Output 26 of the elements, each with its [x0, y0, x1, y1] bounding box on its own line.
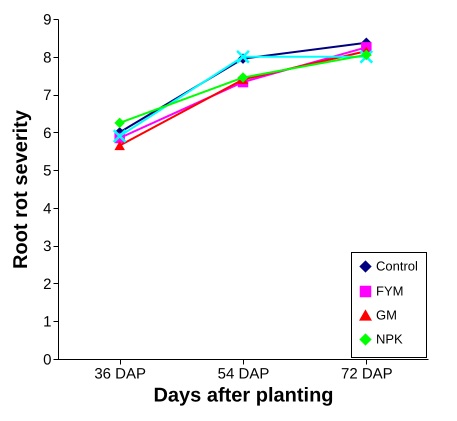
legend-label: FYM — [376, 284, 404, 298]
legend-label: Control — [376, 258, 418, 274]
point — [114, 141, 125, 150]
x-tick-label: 72 DAP — [340, 366, 393, 382]
x-tick-label: 36 DAP — [94, 366, 146, 382]
y-tick-label: 1 — [43, 314, 52, 331]
point — [238, 72, 248, 83]
y-axis-title: Root rot severity — [10, 109, 32, 269]
point — [236, 50, 250, 64]
y-tick-label: 6 — [43, 124, 52, 142]
point — [361, 50, 372, 60]
legend-label: NPK — [376, 332, 404, 346]
y-tick-label: 4 — [43, 200, 52, 218]
y-tick-label: 5 — [43, 162, 52, 180]
point — [112, 128, 127, 144]
point — [359, 50, 374, 64]
y-tick-label: 2 — [43, 276, 52, 293]
x-tick-label: 54 DAP — [218, 366, 270, 382]
x-axis-title: Days after planting — [153, 384, 334, 406]
y-tick-label: 9 — [43, 12, 52, 28]
y-tick-label: 3 — [43, 238, 52, 256]
legend-label: GM — [376, 308, 397, 322]
y-tick-label: 7 — [43, 87, 52, 104]
point — [114, 118, 125, 128]
y-tick-label: 8 — [43, 49, 52, 66]
y-tick-label: 0 — [43, 352, 52, 368]
